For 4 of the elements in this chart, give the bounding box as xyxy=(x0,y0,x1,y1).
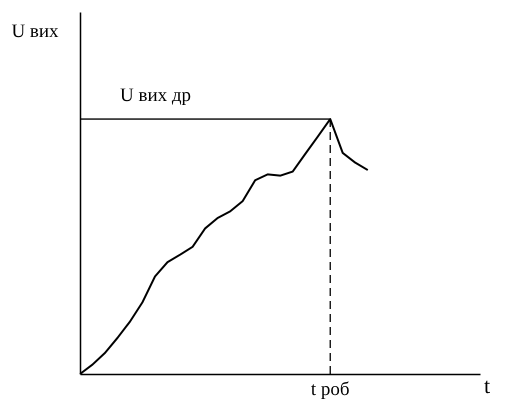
annotation: t роб xyxy=(310,379,350,400)
y-axis-title: U вих xyxy=(11,21,60,42)
x-axis-title: t xyxy=(484,373,490,398)
ref-line-label: U вих др xyxy=(120,85,192,106)
